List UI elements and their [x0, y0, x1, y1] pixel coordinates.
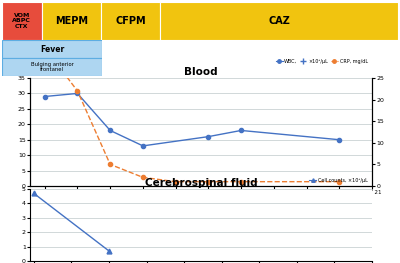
Legend: Cell counts, ×10³/μL: Cell counts, ×10³/μL [307, 176, 370, 184]
Title: Blood: Blood [184, 67, 218, 77]
Bar [2, 40, 102, 58]
Title: Cerebrospinal fluid: Cerebrospinal fluid [145, 178, 257, 188]
Text: CFPM: CFPM [115, 16, 146, 26]
Bar [2, 58, 102, 76]
Bar [42, 2, 101, 40]
Text: MEPM: MEPM [55, 16, 88, 26]
Bar [101, 2, 160, 40]
Bar [160, 2, 398, 40]
Text: CAZ: CAZ [268, 16, 290, 26]
Bar [2, 2, 42, 40]
Text: Fever: Fever [40, 44, 64, 53]
Text: VOM
ABPC
CTX: VOM ABPC CTX [12, 13, 31, 29]
Text: Bulging anterior
frontanel: Bulging anterior frontanel [30, 62, 74, 72]
Legend: WBC,, ×10³/μL, CRP, mg/dL: WBC,, ×10³/μL, CRP, mg/dL [274, 57, 370, 65]
